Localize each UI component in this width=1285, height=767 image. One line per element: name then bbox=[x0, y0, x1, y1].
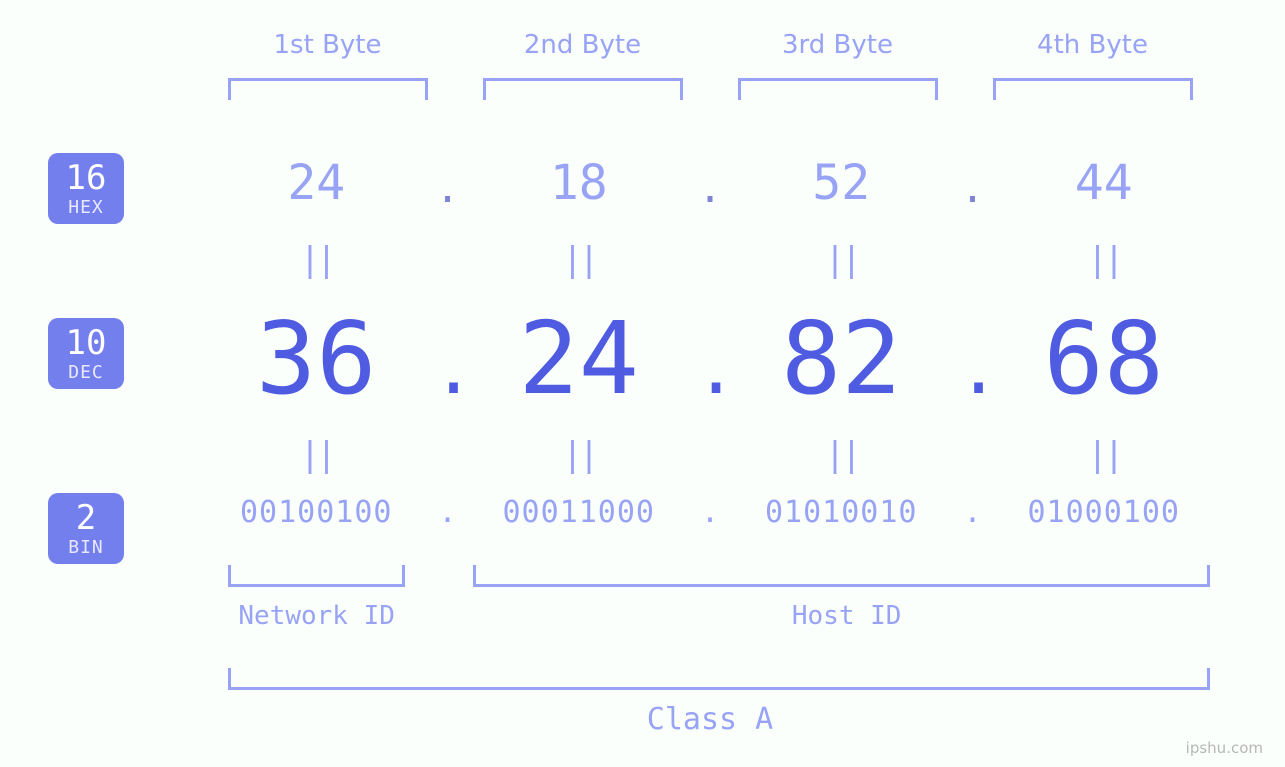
dot-separator: . bbox=[433, 328, 463, 410]
top-bracket-row bbox=[200, 78, 1220, 100]
bracket-top bbox=[228, 78, 428, 100]
watermark: ipshu.com bbox=[1186, 739, 1263, 757]
byte-header: 3rd Byte bbox=[710, 30, 965, 60]
bracket-bottom bbox=[473, 565, 1210, 587]
hex-row: 24 . 18 . 52 . 44 bbox=[200, 155, 1220, 211]
bracket-top bbox=[993, 78, 1193, 100]
equals-icon: || bbox=[463, 435, 696, 475]
hex-byte: 24 bbox=[200, 155, 433, 211]
dot-separator: . bbox=[695, 328, 725, 410]
base-badge-bin: 2 BIN bbox=[48, 493, 124, 564]
bin-byte: 00011000 bbox=[463, 495, 696, 530]
equals-icon: || bbox=[725, 240, 958, 280]
badge-label: HEX bbox=[48, 197, 124, 218]
ip-diagram: 16 HEX 10 DEC 2 BIN 1st Byte 2nd Byte 3r… bbox=[0, 0, 1285, 767]
dec-byte: 36 bbox=[200, 300, 433, 417]
bin-row: 00100100 . 00011000 . 01010010 . 0100010… bbox=[200, 495, 1220, 530]
byte-header-row: 1st Byte 2nd Byte 3rd Byte 4th Byte bbox=[200, 30, 1220, 60]
badge-radix: 2 bbox=[48, 501, 124, 535]
network-id-label: Network ID bbox=[200, 601, 433, 631]
bin-byte: 01000100 bbox=[988, 495, 1221, 530]
bracket-top bbox=[483, 78, 683, 100]
dot-separator: . bbox=[958, 495, 988, 530]
base-badge-dec: 10 DEC bbox=[48, 318, 124, 389]
bin-byte: 00100100 bbox=[200, 495, 433, 530]
dec-row: 36 . 24 . 82 . 68 bbox=[200, 300, 1220, 417]
equals-row: || . || . || . || bbox=[200, 435, 1220, 475]
hex-byte: 52 bbox=[725, 155, 958, 211]
equals-icon: || bbox=[200, 240, 433, 280]
byte-header: 2nd Byte bbox=[455, 30, 710, 60]
dot-separator: . bbox=[695, 166, 725, 212]
byte-header: 1st Byte bbox=[200, 30, 455, 60]
dot-separator: . bbox=[695, 495, 725, 530]
dot-separator: . bbox=[958, 328, 988, 410]
badge-radix: 10 bbox=[48, 326, 124, 360]
equals-icon: || bbox=[725, 435, 958, 475]
bin-byte: 01010010 bbox=[725, 495, 958, 530]
dot-separator: . bbox=[958, 166, 988, 212]
equals-icon: || bbox=[200, 435, 433, 475]
dot-separator: . bbox=[433, 495, 463, 530]
badge-radix: 16 bbox=[48, 161, 124, 195]
byte-header: 4th Byte bbox=[965, 30, 1220, 60]
badge-label: DEC bbox=[48, 362, 124, 383]
dec-byte: 82 bbox=[725, 300, 958, 417]
class-label: Class A bbox=[200, 702, 1220, 737]
network-host-row: Network ID Host ID bbox=[200, 565, 1220, 631]
base-badge-hex: 16 HEX bbox=[48, 153, 124, 224]
dot-separator: . bbox=[433, 166, 463, 212]
class-row: Class A bbox=[200, 668, 1220, 737]
bracket-bottom bbox=[228, 668, 1210, 690]
equals-icon: || bbox=[463, 240, 696, 280]
equals-icon: || bbox=[988, 240, 1221, 280]
dec-byte: 24 bbox=[463, 300, 696, 417]
badge-label: BIN bbox=[48, 537, 124, 558]
hex-byte: 18 bbox=[463, 155, 696, 211]
equals-icon: || bbox=[988, 435, 1221, 475]
equals-row: || . || . || . || bbox=[200, 240, 1220, 280]
hex-byte: 44 bbox=[988, 155, 1221, 211]
bracket-bottom bbox=[228, 565, 405, 587]
bracket-top bbox=[738, 78, 938, 100]
host-id-label: Host ID bbox=[473, 601, 1220, 631]
byte-columns: 1st Byte 2nd Byte 3rd Byte 4th Byte 24 .… bbox=[200, 0, 1220, 767]
dec-byte: 68 bbox=[988, 300, 1221, 417]
